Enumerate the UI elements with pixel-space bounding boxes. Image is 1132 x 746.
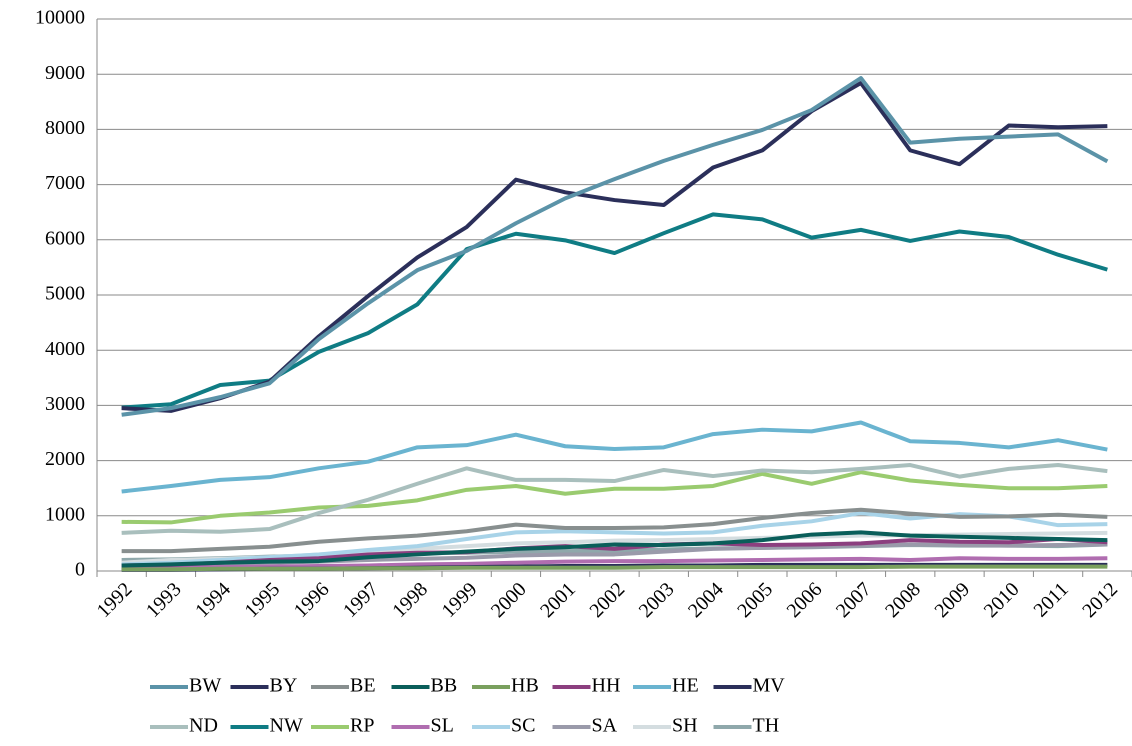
x-tick-label: 1996 xyxy=(290,578,334,622)
legend-label: BW xyxy=(189,675,221,697)
legend-label: SH xyxy=(672,715,698,737)
x-tick-label: 2004 xyxy=(684,578,728,622)
x-tick-label: 1995 xyxy=(240,578,284,622)
x-tick-label: 2000 xyxy=(487,578,531,622)
y-tick-label: 1000 xyxy=(45,503,85,525)
series-line xyxy=(121,420,1108,494)
y-tick-label: 9000 xyxy=(45,62,85,84)
legend-label: ND xyxy=(189,715,218,737)
legend-label: HE xyxy=(672,675,699,697)
series-line xyxy=(121,530,1108,568)
legend-label: SC xyxy=(511,715,535,737)
legend-label: SL xyxy=(431,715,454,737)
x-tick-label: 2006 xyxy=(783,578,827,622)
x-tick-label: 1992 xyxy=(93,578,137,622)
legend-label: BB xyxy=(431,675,458,697)
x-tick-label: 1997 xyxy=(339,578,383,622)
series-line xyxy=(121,81,1108,413)
x-tick-label: 1993 xyxy=(142,578,186,622)
legend-label: HB xyxy=(511,675,539,697)
x-tick-label: 2007 xyxy=(832,578,876,622)
legend-label: BY xyxy=(270,675,298,697)
y-tick-label: 6000 xyxy=(45,227,85,249)
x-tick-label: 2009 xyxy=(930,578,974,622)
series-line xyxy=(121,463,1108,535)
y-tick-label: 7000 xyxy=(45,172,85,194)
series-line xyxy=(121,556,1108,571)
legend-label: NW xyxy=(270,715,303,737)
x-tick-label: 1999 xyxy=(438,578,482,622)
legend-label: RP xyxy=(350,715,374,737)
x-tick-label: 2010 xyxy=(980,578,1024,622)
legend-label: HH xyxy=(592,675,621,697)
x-tick-label: 2012 xyxy=(1078,578,1122,622)
x-tick-label: 2003 xyxy=(635,578,679,622)
x-tick-label: 1998 xyxy=(388,578,432,622)
y-tick-label: 8000 xyxy=(45,117,85,139)
x-tick-label: 2002 xyxy=(585,578,629,622)
series-line xyxy=(121,470,1108,525)
legend-label: TH xyxy=(753,715,780,737)
legend-label: MV xyxy=(753,675,786,697)
y-tick-label: 4000 xyxy=(45,338,85,360)
series-line xyxy=(121,212,1108,410)
y-tick-label: 0 xyxy=(75,559,85,581)
legend-label: BE xyxy=(350,675,376,697)
x-tick-label: 2008 xyxy=(881,578,925,622)
y-tick-label: 5000 xyxy=(45,283,85,305)
series-line xyxy=(121,507,1108,554)
series-line xyxy=(121,76,1109,417)
y-tick-label: 3000 xyxy=(45,393,85,415)
x-tick-label: 2005 xyxy=(733,578,777,622)
x-tick-label: 2011 xyxy=(1030,578,1073,621)
x-tick-label: 1994 xyxy=(191,578,235,622)
y-tick-label: 2000 xyxy=(45,448,85,470)
x-tick-label: 2001 xyxy=(536,578,580,622)
legend-label: SA xyxy=(592,715,618,737)
series-line xyxy=(121,536,1108,568)
y-tick-label: 10000 xyxy=(35,7,85,29)
series-line xyxy=(121,564,1108,572)
